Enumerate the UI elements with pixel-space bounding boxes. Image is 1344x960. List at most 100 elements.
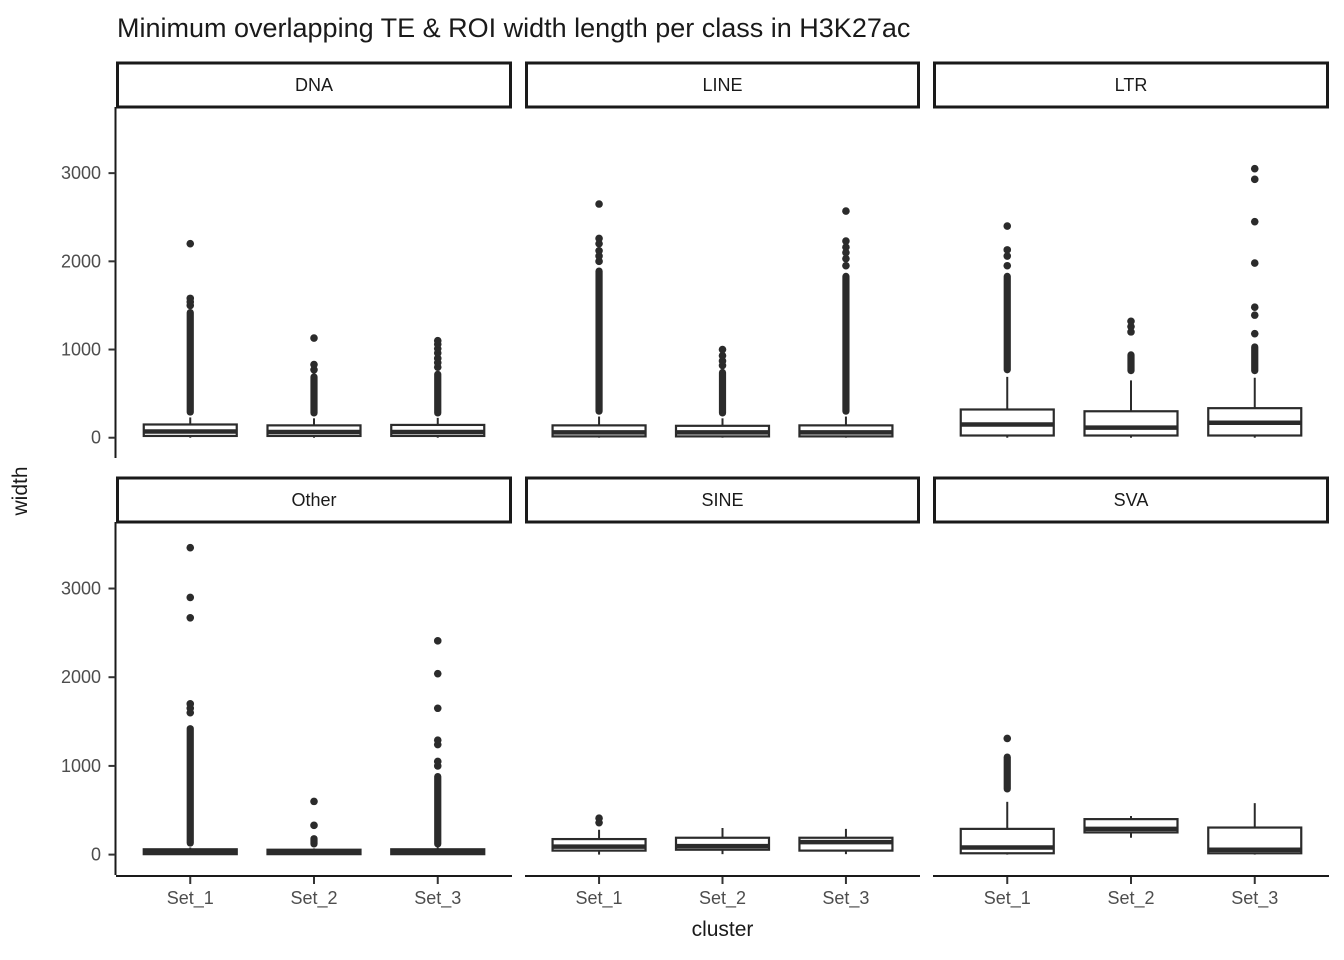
outlier-dot (595, 200, 603, 208)
boxplot-Other-Set_2 (266, 797, 362, 856)
x-tick-label: Set_3 (822, 888, 869, 909)
y-tick-label: 3000 (61, 163, 101, 183)
boxplot-LINE-Set_2 (674, 345, 771, 438)
outlier-dot (1127, 328, 1135, 336)
facet-panel-DNA: DNA (116, 61, 512, 438)
x-tick-label: Set_2 (1107, 888, 1154, 909)
outlier-run (186, 308, 194, 416)
outlier-dot (718, 351, 727, 360)
outlier-dot (1250, 259, 1259, 267)
boxplot-DNA-Set_2 (266, 334, 362, 438)
y-tick-label: 1000 (61, 756, 101, 776)
outlier-dot (1250, 164, 1259, 173)
outlier-dot (1003, 222, 1012, 230)
outlier-dot (310, 334, 318, 342)
facet-strip-label: Other (291, 490, 336, 510)
outlier-dot (842, 248, 850, 257)
facet-panel-SVA: SVA (933, 476, 1329, 855)
facet-panel-LTR: LTR (933, 61, 1329, 438)
outlier-dot (186, 294, 195, 303)
outlier-dot (186, 613, 195, 622)
outlier-dot (186, 543, 195, 552)
x-tick-label: Set_3 (1231, 888, 1278, 909)
facet-panel-Other: Other (116, 476, 512, 856)
outlier-dot (433, 354, 442, 363)
outlier-dot (310, 797, 318, 806)
boxplot-DNA-Set_1 (142, 239, 238, 438)
y-tick-label: 1000 (61, 340, 101, 360)
facet-strip-label: LINE (702, 75, 742, 95)
facet-strip-label: LTR (1115, 75, 1148, 95)
outlier-run (842, 272, 850, 415)
outlier-dot (186, 700, 195, 708)
y-axis-title: width (9, 466, 32, 516)
boxplot-LINE-Set_1 (551, 200, 647, 438)
outlier-dot (1003, 252, 1012, 260)
outlier-dot (310, 360, 318, 369)
y-tick-label: 3000 (61, 579, 101, 599)
facet-strip (933, 61, 1329, 109)
x-axis-title: cluster (692, 918, 754, 941)
facet-strip (525, 476, 920, 524)
y-tick-label: 0 (91, 845, 101, 865)
x-tick-label: Set_3 (414, 888, 461, 909)
outlier-dot (842, 254, 850, 263)
outlier-dot (718, 357, 727, 365)
outlier-dot (1250, 303, 1259, 311)
outlier-dot (595, 252, 603, 260)
boxplot-LTR-Set_1 (959, 222, 1055, 438)
outlier-dot (433, 336, 442, 345)
x-tick-label: Set_1 (167, 888, 214, 909)
outlier-dot (718, 345, 727, 354)
outlier-dot (595, 257, 603, 266)
outlier-dot (842, 237, 850, 245)
facet-strip-label: SINE (701, 490, 743, 510)
outlier-run (1003, 753, 1011, 793)
boxplot-Other-Set_1 (142, 543, 238, 856)
facet-strip (116, 61, 512, 109)
outlier-dot (1127, 317, 1135, 326)
outlier-dot (595, 814, 603, 823)
outlier-dot (433, 669, 442, 678)
outlier-dot (842, 207, 850, 215)
boxplot-SINE-Set_3 (798, 828, 894, 855)
outlier-run (718, 368, 727, 417)
outlier-dot (433, 736, 442, 744)
outlier-dot (433, 757, 442, 766)
outlier-run (1003, 272, 1011, 374)
boxplot-LTR-Set_3 (1207, 164, 1303, 438)
x-tick-label: Set_1 (576, 888, 623, 909)
outlier-run (434, 370, 442, 417)
outlier-dot (1127, 322, 1135, 331)
outlier-dot (1003, 261, 1012, 270)
outlier-dot (433, 704, 442, 713)
boxplot-Other-Set_3 (390, 637, 486, 856)
boxplot-LTR-Set_2 (1083, 317, 1179, 438)
boxplot-LINE-Set_3 (798, 207, 894, 438)
y-tick-label: 0 (91, 428, 101, 448)
outlier-run (186, 725, 194, 847)
outlier-dot (1003, 246, 1012, 254)
facet-panel-SINE: SINE (525, 476, 920, 855)
boxplot-SVA-Set_2 (1083, 816, 1179, 838)
outlier-dot (1250, 329, 1259, 338)
outlier-run (1127, 351, 1135, 375)
boxplot-SINE-Set_2 (674, 827, 771, 855)
outlier-dot (842, 261, 850, 270)
outlier-dot (186, 239, 195, 248)
outlier-run (434, 773, 442, 848)
outlier-dot (1003, 734, 1012, 743)
outlier-run (310, 373, 318, 417)
boxplot-DNA-Set_3 (390, 336, 486, 438)
facet-strip (116, 476, 512, 524)
x-tick-label: Set_1 (984, 888, 1031, 909)
outlier-dot (433, 637, 442, 645)
facet-strip (525, 61, 920, 109)
outlier-dot (1250, 311, 1259, 319)
facet-strip-label: SVA (1114, 490, 1149, 510)
boxplot-SVA-Set_3 (1207, 803, 1303, 855)
y-tick-label: 2000 (61, 251, 101, 271)
outlier-run (310, 835, 318, 848)
